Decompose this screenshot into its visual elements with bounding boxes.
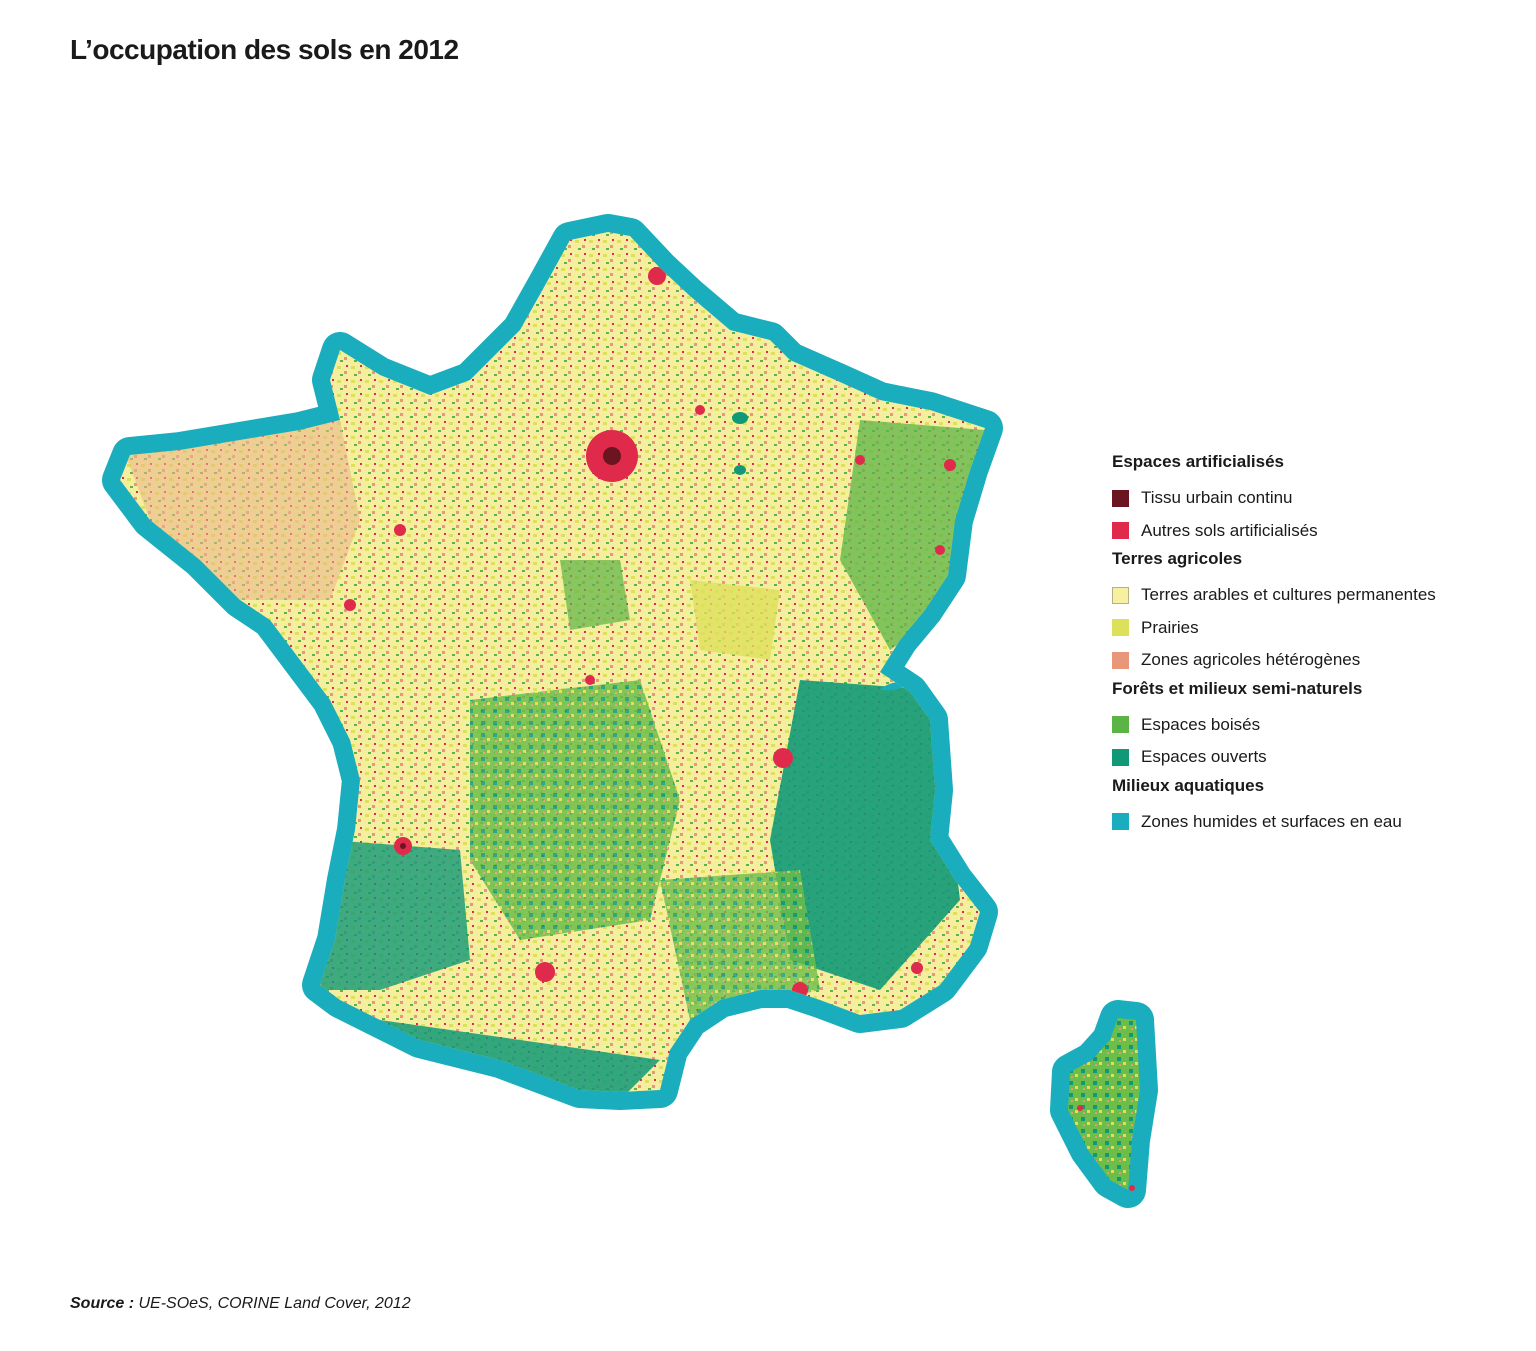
- map-title: L’occupation des sols en 2012: [70, 34, 459, 65]
- legend-group-title: Milieux aquatiques: [1112, 775, 1265, 795]
- corsica-land: [1068, 1018, 1140, 1190]
- legend-item: Terres arables et cultures permanentes: [1112, 579, 1512, 612]
- legend-label: Zones agricoles hétérogènes: [1141, 650, 1361, 670]
- source-text: UE-SOeS, CORINE Land Cover, 2012: [138, 1295, 411, 1312]
- legend-item: Zones humides et surfaces en eau: [1112, 806, 1512, 839]
- source-label: Source :: [70, 1295, 135, 1312]
- legend-label: Zones humides et surfaces en eau: [1141, 811, 1402, 831]
- legend-swatch: [1112, 619, 1129, 637]
- legend-label: Autres sols artificialisés: [1141, 520, 1318, 540]
- legend-swatch: [1112, 651, 1129, 669]
- legend-group-title: Terres agricoles: [1112, 549, 1243, 568]
- legend-swatch: [1112, 748, 1129, 766]
- legend-item: Espaces ouverts: [1112, 741, 1512, 774]
- legend-label: Terres arables et cultures permanentes: [1141, 585, 1436, 605]
- legend-swatch: [1112, 716, 1129, 734]
- map-legend: Espaces artificialisés Tissu urbain conti…: [1112, 450, 1512, 838]
- legend-label: Espaces ouverts: [1141, 747, 1267, 767]
- legend-swatch: [1112, 522, 1129, 540]
- legend-item: Tissu urbain continu: [1112, 482, 1512, 515]
- legend-item: Espaces boisés: [1112, 709, 1512, 742]
- legend-label: Prairies: [1141, 617, 1199, 637]
- legend-swatch: [1112, 813, 1129, 831]
- legend-item: Prairies: [1112, 612, 1512, 645]
- legend-group-title: Espaces artificialisés: [1112, 452, 1285, 471]
- legend-swatch: [1112, 489, 1129, 507]
- legend-group-title: Forêts et milieux semi-naturels: [1112, 678, 1363, 698]
- source-note: Source : UE-SOeS, CORINE Land Cover, 201…: [70, 1295, 411, 1313]
- legend-label: Tissu urbain continu: [1141, 488, 1293, 508]
- legend-swatch: [1112, 586, 1129, 604]
- legend-item: Autres sols artificialisés: [1112, 515, 1512, 548]
- legend-item: Zones agricoles hétérogènes: [1112, 644, 1512, 677]
- legend-label: Espaces boisés: [1141, 714, 1261, 734]
